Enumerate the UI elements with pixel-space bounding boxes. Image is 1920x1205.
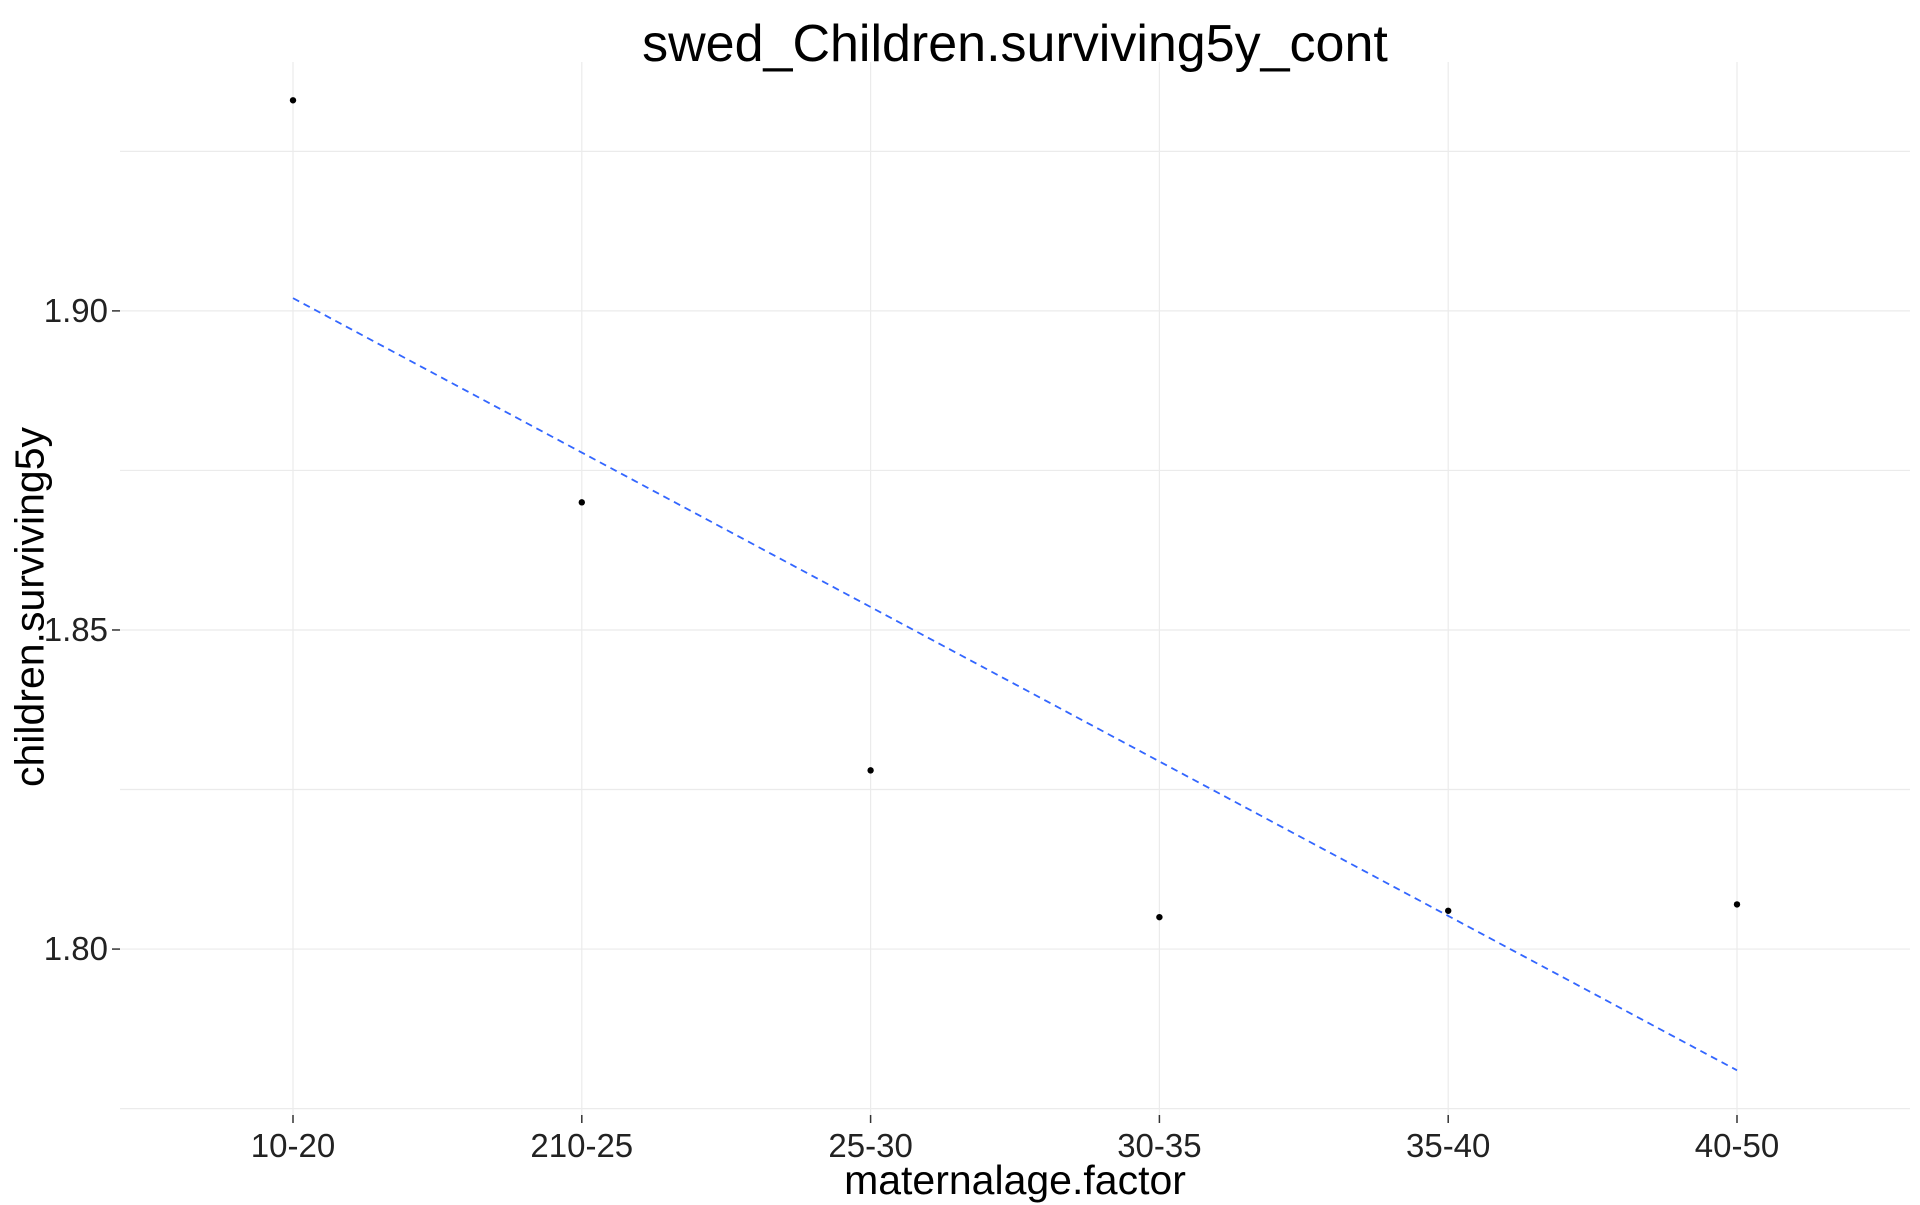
data-point-40-50 [1733,901,1741,908]
x-tick-label: 30-35 [1117,1127,1201,1164]
data-points [289,97,1741,921]
x-tick-label: 210-25 [530,1127,633,1164]
y-axis-ticks: 1.80 1.85 1.90 [44,292,120,967]
data-point-30-35 [1156,913,1163,921]
grid-lines [120,62,1910,1115]
y-tick-label: 1.90 [44,292,108,329]
y-tick-label: 1.85 [44,611,108,648]
y-tick-label: 1.80 [44,930,108,967]
x-axis-label: maternalage.factor [844,1157,1186,1203]
chart-title: swed_Children.surviving5y_cont [642,15,1388,73]
data-point-35-40 [1445,907,1452,914]
trend-line [292,297,1738,1072]
x-tick-label: 40-50 [1695,1127,1779,1164]
data-point-10-20 [289,97,297,104]
data-point-25-30 [867,767,874,774]
x-tick-label: 35-40 [1406,1127,1490,1164]
trend-line-group [292,297,1738,1072]
x-axis-ticks: 10-20 210-25 25-30 30-35 35-40 40-50 [251,1115,1779,1164]
data-point-210-25 [578,499,585,506]
x-tick-label: 25-30 [828,1127,912,1164]
x-tick-label: 10-20 [251,1127,335,1164]
